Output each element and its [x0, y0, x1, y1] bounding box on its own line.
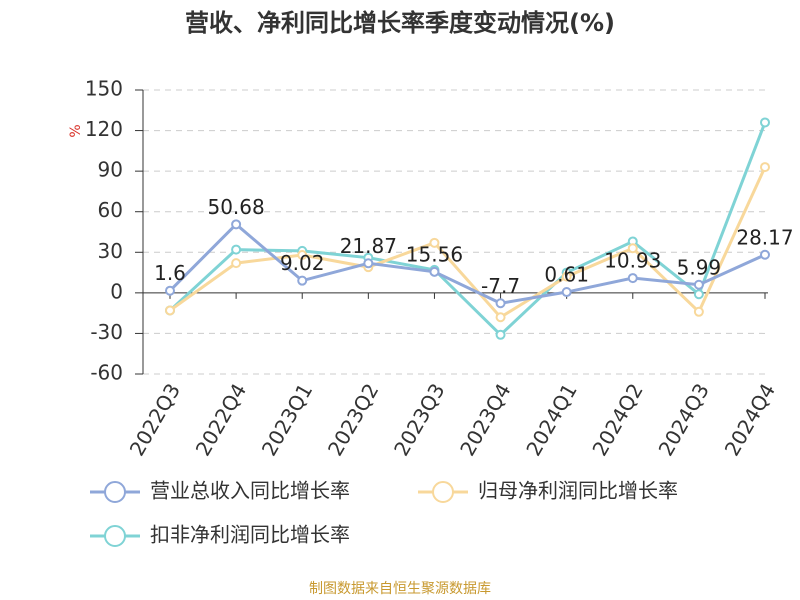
- y-tick-label: 60: [98, 198, 123, 222]
- x-tick-label: 2023Q1: [257, 379, 317, 460]
- data-label: 15.56: [406, 242, 463, 266]
- point: [495, 298, 506, 309]
- point: [231, 258, 242, 269]
- point: [760, 249, 770, 260]
- x-tick-label: 2024Q4: [720, 379, 780, 460]
- data-label: 9.02: [280, 251, 325, 275]
- data-label: 1.6: [154, 261, 186, 285]
- y-tick-label: -30: [90, 320, 123, 344]
- x-tick-label: 2023Q4: [455, 379, 515, 460]
- legend-marker: [104, 481, 126, 503]
- source: 制图数据来自恒生聚源数据库: [309, 581, 491, 597]
- legend-label: 扣非净利润同比增长率: [150, 523, 350, 547]
- data-label: 21.87: [340, 234, 397, 258]
- point: [297, 249, 308, 260]
- point: [297, 275, 308, 286]
- point: [363, 258, 374, 269]
- point: [231, 219, 242, 230]
- series-line: [168, 121, 767, 337]
- legend-label: 营业总收入同比增长率: [150, 479, 350, 503]
- data-label: 0.61: [544, 263, 589, 287]
- y-tick-label: 30: [98, 239, 123, 263]
- point: [429, 266, 440, 277]
- point: [165, 285, 175, 296]
- y-tick-label: 120: [85, 117, 123, 141]
- x-tick-label: 2024Q3: [654, 379, 714, 460]
- x-tick-label: 2024Q2: [587, 379, 647, 460]
- point: [693, 306, 704, 317]
- series-line: [168, 222, 766, 305]
- point: [760, 162, 770, 173]
- point: [693, 289, 704, 300]
- point: [165, 305, 175, 316]
- point: [693, 279, 704, 290]
- y-tick-label: 150: [85, 77, 123, 101]
- point: [495, 329, 506, 340]
- legend-marker: [432, 481, 454, 503]
- x-tick-label: 2022Q3: [125, 379, 185, 460]
- point: [429, 237, 440, 248]
- legend-label: 归母净利润同比增长率: [478, 479, 678, 503]
- data-label: 5.99: [677, 255, 722, 279]
- x-tick-label: 2022Q4: [191, 379, 251, 460]
- point: [495, 312, 506, 323]
- point: [627, 273, 638, 284]
- x-tick-label: 2023Q3: [389, 379, 449, 460]
- x-tick-label: 2024Q1: [521, 379, 581, 460]
- data-label: 28.17: [736, 225, 793, 249]
- point: [561, 287, 572, 298]
- data-label: -7.7: [481, 274, 520, 298]
- legend-marker: [104, 525, 126, 547]
- point: [561, 271, 572, 282]
- point: [231, 244, 242, 255]
- point: [627, 243, 638, 254]
- y-tick-label: 0: [110, 279, 123, 303]
- data-label: 50.68: [207, 195, 264, 219]
- point: [760, 117, 770, 128]
- data-label: 10.93: [604, 249, 661, 273]
- x-tick-label: 2023Q2: [323, 379, 383, 460]
- y-tick-label: 90: [98, 158, 123, 182]
- chart-title: 营收、净利同比增长率季度变动情况(%): [185, 9, 615, 37]
- y-tick-label: -60: [90, 361, 123, 385]
- y-axis-label: %: [68, 124, 84, 137]
